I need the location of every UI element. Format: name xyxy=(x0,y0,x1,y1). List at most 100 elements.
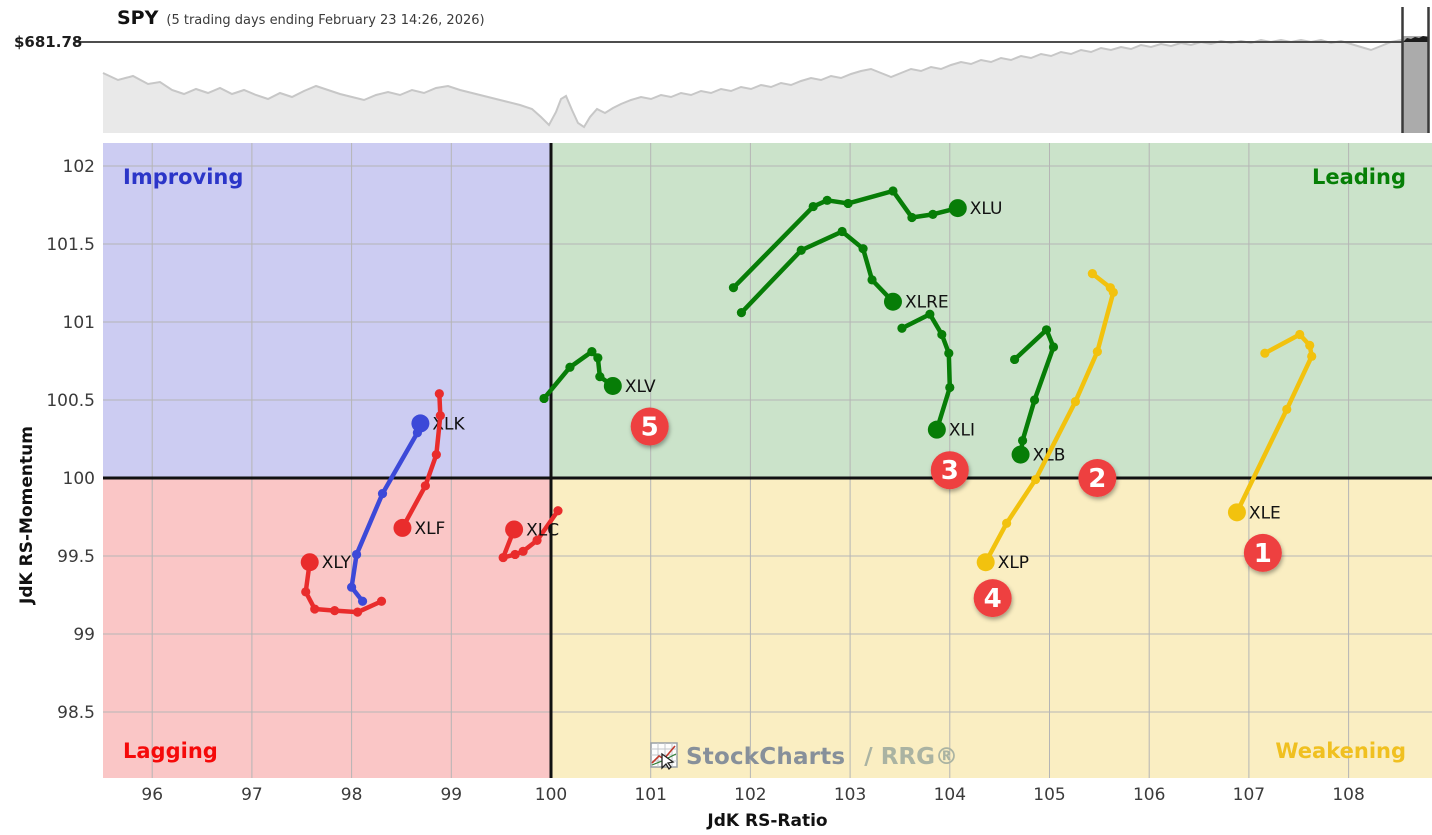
xle-history-dot xyxy=(1282,404,1292,414)
x-tick-97: 97 xyxy=(241,785,263,805)
price-label: $681.78 xyxy=(14,33,83,51)
xli-head-marker[interactable] xyxy=(927,420,946,439)
step-badge-circle xyxy=(1243,533,1282,572)
xlv-history-dot xyxy=(587,347,597,357)
quadrant-label-leading: Leading xyxy=(1312,165,1406,189)
slider-handle-price xyxy=(1403,36,1428,42)
xlp-history-dot xyxy=(1002,518,1012,528)
step-badge-number: 3 xyxy=(941,456,959,486)
quadrant-label-weakening: Weakening xyxy=(1275,739,1406,763)
xlc-head-marker[interactable] xyxy=(505,520,524,539)
xlu-trail[interactable]: XLU xyxy=(728,186,1003,293)
xle-trail[interactable]: XLE xyxy=(1227,329,1317,523)
xlv-history-dot xyxy=(595,372,605,382)
xlc-history-dot xyxy=(510,549,520,560)
xlb-history-dot xyxy=(1048,342,1059,352)
xlb-history-dot xyxy=(1010,354,1020,365)
x-tick-106: 106 xyxy=(1133,785,1165,805)
x-axis-title: JdK RS-Ratio xyxy=(707,811,828,831)
xle-label[interactable]: XLE xyxy=(1249,503,1281,523)
xlre-label[interactable]: XLRE xyxy=(905,293,949,313)
xly-history-dot xyxy=(330,606,340,616)
xlc-label[interactable]: XLC xyxy=(526,520,559,540)
xle-history-dot xyxy=(1260,348,1270,358)
xlu-history-dot xyxy=(928,209,938,219)
xly-history-dot xyxy=(376,596,387,606)
xlk-head-marker[interactable] xyxy=(411,414,430,433)
xlb-history-dot xyxy=(1017,435,1028,446)
xlu-label[interactable]: XLU xyxy=(970,199,1003,219)
quadrant-leading xyxy=(551,143,1432,478)
xlv-history-dot xyxy=(565,362,575,372)
rrg-plot-area: Improving Leading Lagging Weakening 96 97 98 99… xyxy=(46,143,1432,805)
xlp-history-dot xyxy=(1092,347,1102,357)
xlc-history-dot xyxy=(553,506,563,516)
xlre-history-dot xyxy=(736,308,747,318)
xlre-history-dot xyxy=(867,275,877,285)
xlf-label[interactable]: XLF xyxy=(414,519,445,539)
xlp-head-marker[interactable] xyxy=(976,553,995,572)
xly-head-marker[interactable] xyxy=(300,553,319,572)
xlv-history-dot xyxy=(593,353,603,363)
period-label: (5 trading days ending February 23 14:26… xyxy=(166,13,485,28)
x-tick-103: 103 xyxy=(834,785,866,805)
time-slider-handle[interactable] xyxy=(1401,7,1430,133)
step-badge-number: 2 xyxy=(1088,464,1106,494)
xli-history-dot xyxy=(897,323,907,333)
xlu-history-dot xyxy=(888,186,898,196)
step-badge-3: 3 xyxy=(930,451,969,490)
x-tick-99: 99 xyxy=(440,785,462,805)
x-tick-101: 101 xyxy=(634,785,666,805)
xlv-trail[interactable]: XLV xyxy=(539,347,656,404)
xle-head-marker[interactable] xyxy=(1227,503,1246,522)
xlv-head-marker[interactable] xyxy=(603,376,622,395)
xly-label[interactable]: XLY xyxy=(322,553,352,573)
xlp-history-dot xyxy=(1030,474,1041,485)
y-axis-title: JdK RS-Momentum xyxy=(17,426,37,604)
xlb-history-dot xyxy=(1041,325,1052,335)
xle-history-dot xyxy=(1305,340,1315,350)
stockcharts-logo-icon xyxy=(650,742,678,771)
xlp-history-dot xyxy=(1070,396,1081,407)
xlf-trail[interactable]: XLF xyxy=(393,389,445,539)
xlb-head-marker[interactable] xyxy=(1011,445,1030,464)
x-tick-105: 105 xyxy=(1033,785,1065,805)
xlb-history-dot xyxy=(1029,395,1040,405)
slider-handle-fill[interactable] xyxy=(1403,36,1428,133)
x-tick-108: 108 xyxy=(1332,785,1364,805)
xly-trail[interactable]: XLY xyxy=(300,553,387,617)
xlp-label[interactable]: XLP xyxy=(998,553,1029,573)
y-tick-102: 102 xyxy=(63,157,95,177)
xlre-head-marker[interactable] xyxy=(883,292,902,311)
xlp-trail[interactable]: XLP xyxy=(976,269,1118,573)
xle-history-dot xyxy=(1295,329,1305,340)
xli-trail-line xyxy=(899,311,953,432)
xle-trail-line xyxy=(1234,332,1314,515)
xlu-history-dot xyxy=(728,283,739,293)
xlf-history-dot xyxy=(434,389,444,399)
x-tick-102: 102 xyxy=(734,785,766,805)
step-badge-2: 2 xyxy=(1078,459,1117,497)
y-tick-99: 99 xyxy=(73,625,95,645)
xlp-history-dot xyxy=(1108,287,1118,297)
xlv-history-dot xyxy=(539,393,549,404)
quadrant-improving xyxy=(103,143,551,478)
xlp-history-dot xyxy=(1087,269,1097,279)
xlv-label[interactable]: XLV xyxy=(625,377,656,397)
xlre-trail[interactable]: XLRE xyxy=(736,226,949,318)
xli-trail[interactable]: XLI xyxy=(897,309,975,441)
xlc-history-dot xyxy=(532,535,542,546)
xlf-head-marker[interactable] xyxy=(393,518,412,537)
xlc-trail[interactable]: XLC xyxy=(498,506,563,563)
xlre-history-dot xyxy=(858,244,868,254)
xli-history-dot xyxy=(937,329,947,340)
xlk-history-dot xyxy=(347,582,357,592)
xli-label[interactable]: XLI xyxy=(949,421,975,441)
xle-history-dot xyxy=(1307,351,1317,361)
step-badge-circle xyxy=(930,451,969,490)
xlk-history-dot xyxy=(357,596,368,606)
xlf-history-dot xyxy=(420,481,430,491)
watermark-suffix: / RRG® xyxy=(864,743,959,770)
xlu-head-marker[interactable] xyxy=(948,199,967,218)
xlf-history-dot xyxy=(435,411,445,421)
